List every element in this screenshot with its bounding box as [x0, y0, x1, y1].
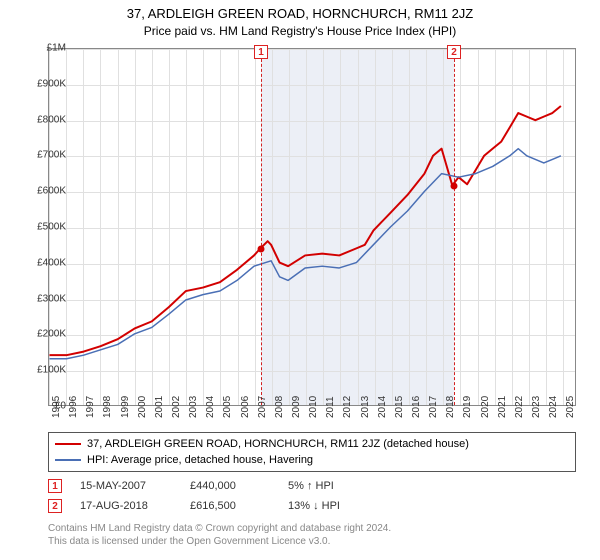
y-axis-label: £300K	[22, 293, 66, 304]
legend: 37, ARDLEIGH GREEN ROAD, HORNCHURCH, RM1…	[48, 432, 576, 472]
x-axis-label: 2017	[428, 396, 439, 418]
x-axis-label: 1995	[51, 396, 62, 418]
x-axis-label: 2011	[325, 396, 336, 418]
y-axis-label: £200K	[22, 329, 66, 340]
x-axis-label: 2021	[497, 396, 508, 418]
chart-title: 37, ARDLEIGH GREEN ROAD, HORNCHURCH, RM1…	[0, 0, 600, 21]
x-axis-label: 2009	[291, 396, 302, 418]
transaction-delta: 5% ↑ HPI	[288, 480, 398, 492]
y-axis-label: £900K	[22, 78, 66, 89]
legend-swatch	[55, 459, 81, 461]
chart-marker-icon: 2	[447, 45, 461, 59]
transaction-list: 1 15-MAY-2007 £440,000 5% ↑ HPI 2 17-AUG…	[48, 476, 576, 516]
transaction-point-icon	[258, 246, 265, 253]
x-axis-label: 2015	[394, 396, 405, 418]
x-axis-label: 1998	[102, 396, 113, 418]
transaction-delta: 13% ↓ HPI	[288, 500, 398, 512]
plot-area: 12	[48, 48, 576, 406]
x-axis-label: 1999	[120, 396, 131, 418]
legend-label: 37, ARDLEIGH GREEN ROAD, HORNCHURCH, RM1…	[87, 438, 469, 450]
x-axis-label: 2007	[257, 396, 268, 418]
attribution-footer: Contains HM Land Registry data © Crown c…	[48, 522, 576, 548]
x-axis-label: 2013	[360, 396, 371, 418]
y-axis-label: £400K	[22, 257, 66, 268]
transaction-date: 15-MAY-2007	[80, 480, 172, 492]
x-axis-label: 2018	[445, 396, 456, 418]
transaction-marker-icon: 1	[48, 479, 62, 493]
transaction-row: 2 17-AUG-2018 £616,500 13% ↓ HPI	[48, 496, 576, 516]
y-axis-label: £500K	[22, 222, 66, 233]
transaction-price: £616,500	[190, 500, 270, 512]
chart-subtitle: Price paid vs. HM Land Registry's House …	[0, 21, 600, 38]
x-axis-label: 2012	[342, 396, 353, 418]
x-axis-label: 2003	[188, 396, 199, 418]
x-axis-label: 2004	[205, 396, 216, 418]
x-axis-label: 2001	[154, 396, 165, 418]
y-axis-label: £1M	[22, 43, 66, 54]
y-axis-label: £700K	[22, 150, 66, 161]
chart-container: 37, ARDLEIGH GREEN ROAD, HORNCHURCH, RM1…	[0, 0, 600, 560]
x-axis-label: 2023	[531, 396, 542, 418]
transaction-row: 1 15-MAY-2007 £440,000 5% ↑ HPI	[48, 476, 576, 496]
x-axis-label: 2020	[480, 396, 491, 418]
footer-line: This data is licensed under the Open Gov…	[48, 535, 576, 548]
x-axis-label: 2008	[274, 396, 285, 418]
y-axis-label: £600K	[22, 186, 66, 197]
x-axis-label: 2000	[137, 396, 148, 418]
x-axis-label: 2014	[377, 396, 388, 418]
x-axis-label: 2005	[222, 396, 233, 418]
x-axis-label: 2024	[548, 396, 559, 418]
legend-item: 37, ARDLEIGH GREEN ROAD, HORNCHURCH, RM1…	[55, 436, 569, 452]
transaction-point-icon	[451, 183, 458, 190]
x-axis-label: 2016	[411, 396, 422, 418]
chart-marker-icon: 1	[254, 45, 268, 59]
y-axis-label: £800K	[22, 114, 66, 125]
transaction-price: £440,000	[190, 480, 270, 492]
x-axis-label: 1996	[68, 396, 79, 418]
legend-item: HPI: Average price, detached house, Have…	[55, 452, 569, 468]
x-axis-label: 2019	[462, 396, 473, 418]
x-axis-label: 2006	[240, 396, 251, 418]
x-axis-label: 2002	[171, 396, 182, 418]
footer-line: Contains HM Land Registry data © Crown c…	[48, 522, 576, 535]
legend-label: HPI: Average price, detached house, Have…	[87, 454, 313, 466]
legend-swatch	[55, 443, 81, 445]
x-axis-label: 2010	[308, 396, 319, 418]
x-axis-label: 2025	[565, 396, 576, 418]
transaction-date: 17-AUG-2018	[80, 500, 172, 512]
y-axis-label: £100K	[22, 365, 66, 376]
transaction-marker-icon: 2	[48, 499, 62, 513]
x-axis-label: 2022	[514, 396, 525, 418]
x-axis-label: 1997	[85, 396, 96, 418]
